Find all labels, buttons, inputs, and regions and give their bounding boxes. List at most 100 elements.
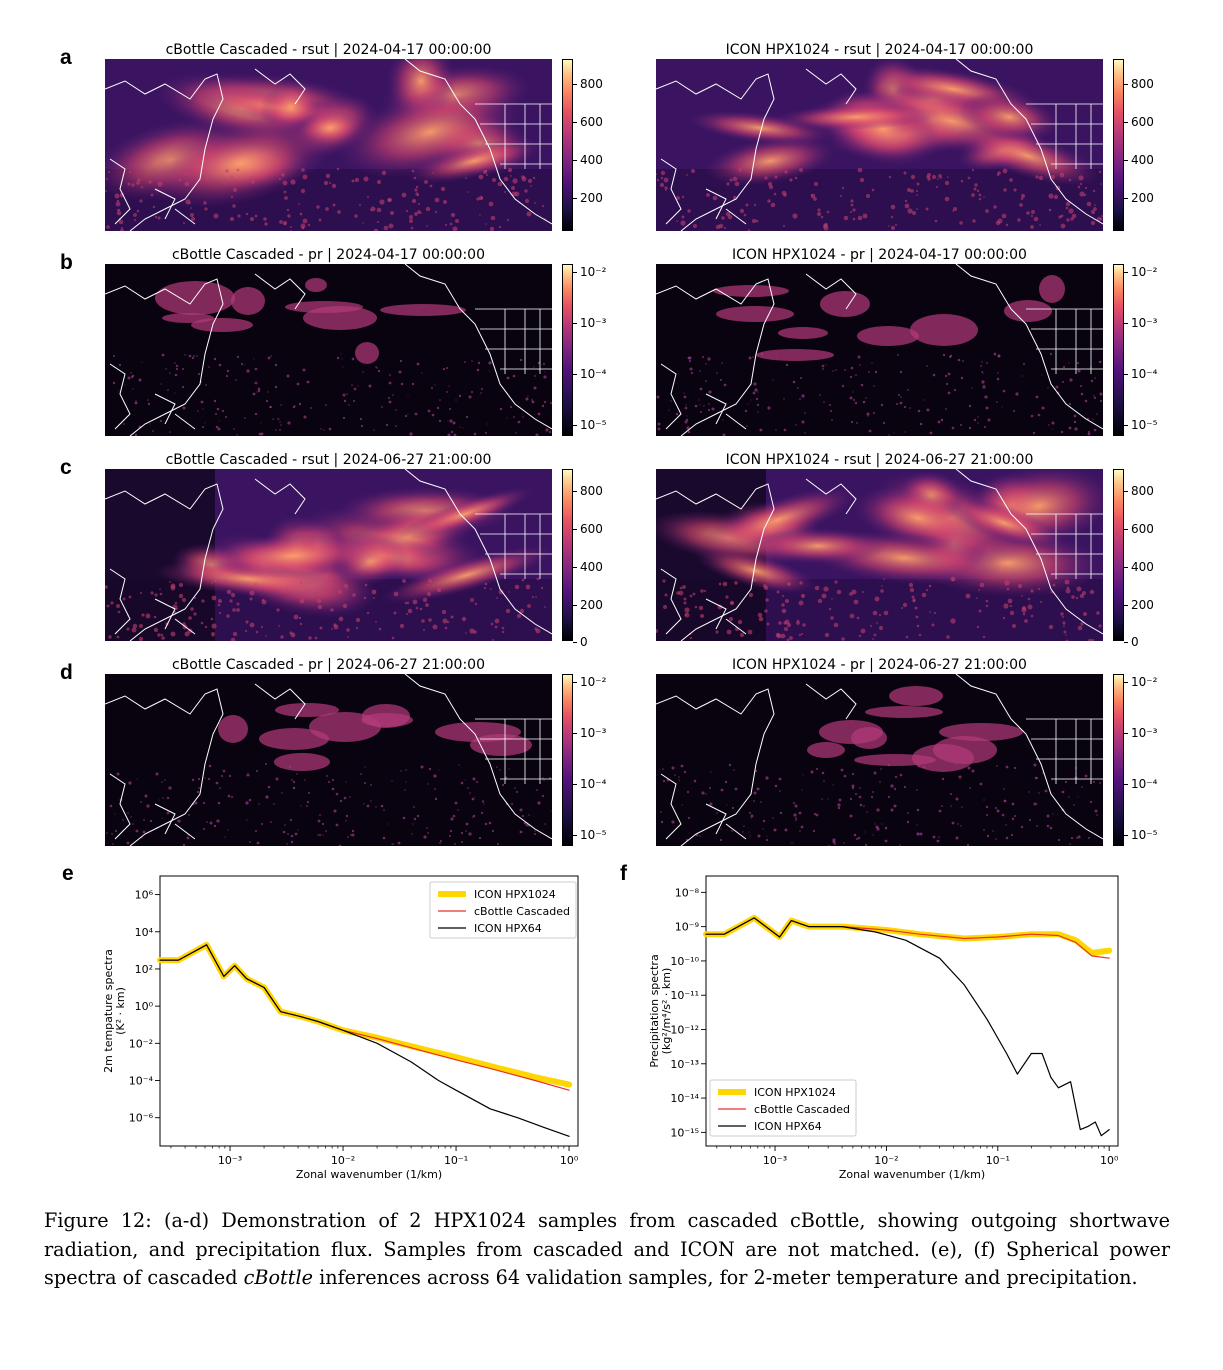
x-axis-label: Zonal wavenumber (1/km) [296,1168,442,1180]
x-tick-label: 10⁰ [1100,1154,1119,1167]
legend-label: cBottle Cascaded [474,905,570,918]
map-image-a-right [656,59,1103,231]
colorbar-tick: 400 [1124,153,1154,167]
y-tick-label: 10⁻¹⁵ [670,1126,699,1139]
colorbar-tick: 10⁻⁵ [572,418,607,432]
colorbar-tick: 10⁻⁴ [1123,367,1158,381]
legend-box [429,881,577,939]
colorbar-a-left [562,59,573,231]
colorbar-c-left [562,469,573,641]
colorbar-tick: 600 [573,115,603,129]
colorbar-d-right [1113,674,1124,846]
x-tick-label: 10⁻³ [763,1154,787,1167]
map-image-d-right [656,674,1103,846]
legend-label: ICON HPX64 [474,922,542,935]
series-line-icon-hpx64 [159,944,570,1137]
chart-f-svg: 10⁻³ 10⁻² 10⁻¹ 10⁰ 10⁻⁸ 10⁻⁹ 10⁻¹⁰ 10⁻¹¹ 10⁻¹² 10… [648,875,1119,1181]
legend-label: ICON HPX1024 [474,888,556,901]
colorbar-tick: 0 [573,635,588,649]
caption-part1: Figure 12: (a-d) Demonstration of 2 HPX1… [44,1209,1170,1289]
y-tick-label: 10⁻¹² [670,1024,699,1037]
legend-label: cBottle Cascaded [754,1103,850,1116]
y-axis-label-line2: (K² · km) [114,987,127,1035]
colorbar-tick: 800 [1124,77,1154,91]
series-line-icon-hpx64 [705,917,1110,1137]
colorbar-tick: 800 [1124,484,1154,498]
map-title-a-right: ICON HPX1024 - rsut | 2024-04-17 00:00:0… [725,42,1034,58]
colorbar-b-left [562,264,573,436]
y-tick-label: 10⁻⁴ [129,1075,154,1088]
colorbar-tick: 800 [573,77,603,91]
panel-label-c: c [60,456,72,479]
map-image-d-left [105,674,552,846]
x-tick-label: 10⁻³ [218,1154,242,1167]
y-tick-label: 10⁻² [129,1037,153,1050]
y-tick-label: 10⁻¹³ [670,1058,699,1071]
panel-label-f: f [620,862,627,885]
colorbar-tick: 10⁻³ [572,316,607,330]
map-title-c-right: ICON HPX1024 - rsut | 2024-06-27 21:00:0… [725,452,1034,468]
y-tick-label: 10⁴ [135,926,154,939]
y-tick-label: 10⁶ [135,889,154,902]
map-image-b-right [656,264,1103,436]
colorbar-tick: 600 [1124,115,1154,129]
caption-part2: inferences across 64 validation samples,… [312,1266,1138,1289]
colorbar-tick: 10⁻² [572,675,607,689]
colorbar-tick: 600 [1124,522,1154,536]
y-axis-label-line1: Precipitation spectra [648,954,661,1067]
colorbar-c-right [1113,469,1124,641]
colorbar-tick: 10⁻⁵ [1123,418,1158,432]
panel-label-e: e [62,862,74,885]
map-title-b-left: cBottle Cascaded - pr | 2024-04-17 00:00… [171,247,485,263]
map-title-c-left: cBottle Cascaded - rsut | 2024-06-27 21:… [165,452,492,468]
y-tick-label: 10² [135,963,153,976]
colorbar-tick: 0 [1124,635,1139,649]
map-title-b-right: ICON HPX1024 - pr | 2024-04-17 00:00:00 [732,247,1027,263]
colorbar-tick: 10⁻² [1123,265,1158,279]
x-tick-label: 10⁻² [331,1154,355,1167]
x-tick-label: 10⁻¹ [444,1154,468,1167]
colorbar-tick: 10⁻³ [1123,726,1158,740]
colorbar-tick: 10⁻³ [572,726,607,740]
colorbar-tick: 400 [573,560,603,574]
y-tick-label: 10⁻¹⁴ [670,1092,699,1105]
y-tick-label: 10⁻⁹ [675,921,699,934]
chart-f: 10⁻³ 10⁻² 10⁻¹ 10⁰ 10⁻⁸ 10⁻⁹ 10⁻¹⁰ 10⁻¹¹ 10⁻¹² 10… [620,870,1140,1181]
map-image-b-left [105,264,552,436]
colorbar-b-right [1113,264,1124,436]
chart-e: 10⁻³ 10⁻² 10⁻¹ 10⁰ 10⁶ 10⁴ 10² 10⁰ 10⁻² 10⁻⁴ 10⁻⁶ Z… [90,870,590,1181]
y-tick-label: 10⁻⁶ [129,1112,154,1125]
chart-e-svg: 10⁻³ 10⁻² 10⁻¹ 10⁰ 10⁶ 10⁴ 10² 10⁰ 10⁻² 10⁻⁴ 10⁻⁶ Z… [102,875,579,1181]
x-axis-label: Zonal wavenumber (1/km) [839,1168,985,1180]
colorbar-tick: 10⁻⁴ [572,367,607,381]
colorbar-d-left [562,674,573,846]
colorbar-tick: 10⁻⁴ [1123,777,1158,791]
colorbar-tick: 200 [1124,598,1154,612]
legend-label: ICON HPX64 [754,1120,822,1133]
y-tick-label: 10⁻¹¹ [670,989,699,1002]
legend-box [709,1079,857,1137]
colorbar-tick: 10⁻³ [1123,316,1158,330]
y-tick-label: 10⁰ [135,1000,154,1013]
panel-label-b: b [60,251,73,274]
y-axis-label-line2: (kg²/m⁴/s² · km) [660,968,673,1055]
colorbar-tick: 400 [1124,560,1154,574]
y-axis-label-line1: 2m tempature spectra [102,949,115,1073]
panel-label-d: d [60,661,73,684]
x-tick-label: 10⁻¹ [986,1154,1010,1167]
y-tick-label: 10⁻⁸ [675,886,700,899]
map-title-d-right: ICON HPX1024 - pr | 2024-06-27 21:00:00 [732,657,1027,673]
colorbar-tick: 10⁻⁵ [1123,828,1158,842]
colorbar-tick: 10⁻⁵ [572,828,607,842]
caption-italic: cBottle [243,1266,313,1289]
x-tick-label: 10⁻² [874,1154,898,1167]
colorbar-tick: 200 [1124,191,1154,205]
map-image-a-left [105,59,552,231]
colorbar-tick: 400 [573,153,603,167]
map-image-c-right [656,469,1103,641]
colorbar-tick: 800 [573,484,603,498]
colorbar-tick: 600 [573,522,603,536]
map-title-d-left: cBottle Cascaded - pr | 2024-06-27 21:00… [171,657,485,673]
colorbar-tick: 10⁻² [1123,675,1158,689]
x-tick-label: 10⁰ [560,1154,579,1167]
